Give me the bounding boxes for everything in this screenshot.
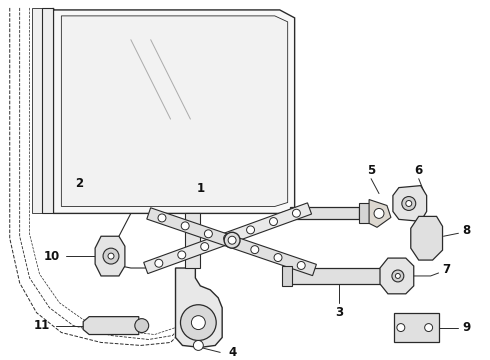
Circle shape xyxy=(204,230,212,238)
Text: 8: 8 xyxy=(462,224,470,237)
Circle shape xyxy=(374,208,384,219)
Polygon shape xyxy=(144,203,312,274)
Circle shape xyxy=(251,246,259,253)
Polygon shape xyxy=(380,258,414,294)
Polygon shape xyxy=(185,213,200,268)
Polygon shape xyxy=(95,236,125,276)
Polygon shape xyxy=(411,216,442,260)
Circle shape xyxy=(192,316,205,329)
Circle shape xyxy=(228,236,236,244)
Polygon shape xyxy=(369,199,391,227)
Circle shape xyxy=(194,341,203,350)
Text: 4: 4 xyxy=(228,346,236,359)
Text: 5: 5 xyxy=(367,164,375,177)
Text: 10: 10 xyxy=(43,249,60,262)
Circle shape xyxy=(135,319,148,333)
Circle shape xyxy=(180,305,216,341)
Text: 6: 6 xyxy=(415,164,423,177)
Circle shape xyxy=(297,261,305,269)
Circle shape xyxy=(270,217,277,225)
Circle shape xyxy=(201,243,209,251)
Circle shape xyxy=(181,222,189,230)
Polygon shape xyxy=(83,317,145,334)
Polygon shape xyxy=(387,266,397,286)
Polygon shape xyxy=(393,186,427,221)
Polygon shape xyxy=(290,268,389,284)
Text: 2: 2 xyxy=(75,177,83,190)
Polygon shape xyxy=(359,203,373,223)
Circle shape xyxy=(274,253,282,261)
Circle shape xyxy=(392,270,404,282)
Polygon shape xyxy=(175,268,222,347)
Circle shape xyxy=(155,259,163,267)
Polygon shape xyxy=(42,8,53,213)
Text: 1: 1 xyxy=(196,182,204,195)
Circle shape xyxy=(224,232,240,248)
Circle shape xyxy=(402,197,416,211)
Circle shape xyxy=(406,201,412,207)
Polygon shape xyxy=(31,8,42,213)
Polygon shape xyxy=(394,313,439,342)
Circle shape xyxy=(103,248,119,264)
Circle shape xyxy=(425,324,433,332)
Circle shape xyxy=(395,274,400,278)
Text: 11: 11 xyxy=(33,319,49,332)
Circle shape xyxy=(178,251,186,259)
Circle shape xyxy=(223,234,232,242)
Circle shape xyxy=(246,226,254,234)
Text: 7: 7 xyxy=(442,264,451,276)
Circle shape xyxy=(397,324,405,332)
Circle shape xyxy=(108,253,114,259)
Polygon shape xyxy=(282,266,292,286)
Polygon shape xyxy=(147,208,317,276)
Polygon shape xyxy=(61,16,288,207)
Circle shape xyxy=(293,209,300,217)
Text: 9: 9 xyxy=(462,321,470,334)
Circle shape xyxy=(158,214,166,222)
Polygon shape xyxy=(53,8,294,213)
Polygon shape xyxy=(290,207,359,219)
Text: 3: 3 xyxy=(335,306,343,319)
Circle shape xyxy=(228,238,236,246)
